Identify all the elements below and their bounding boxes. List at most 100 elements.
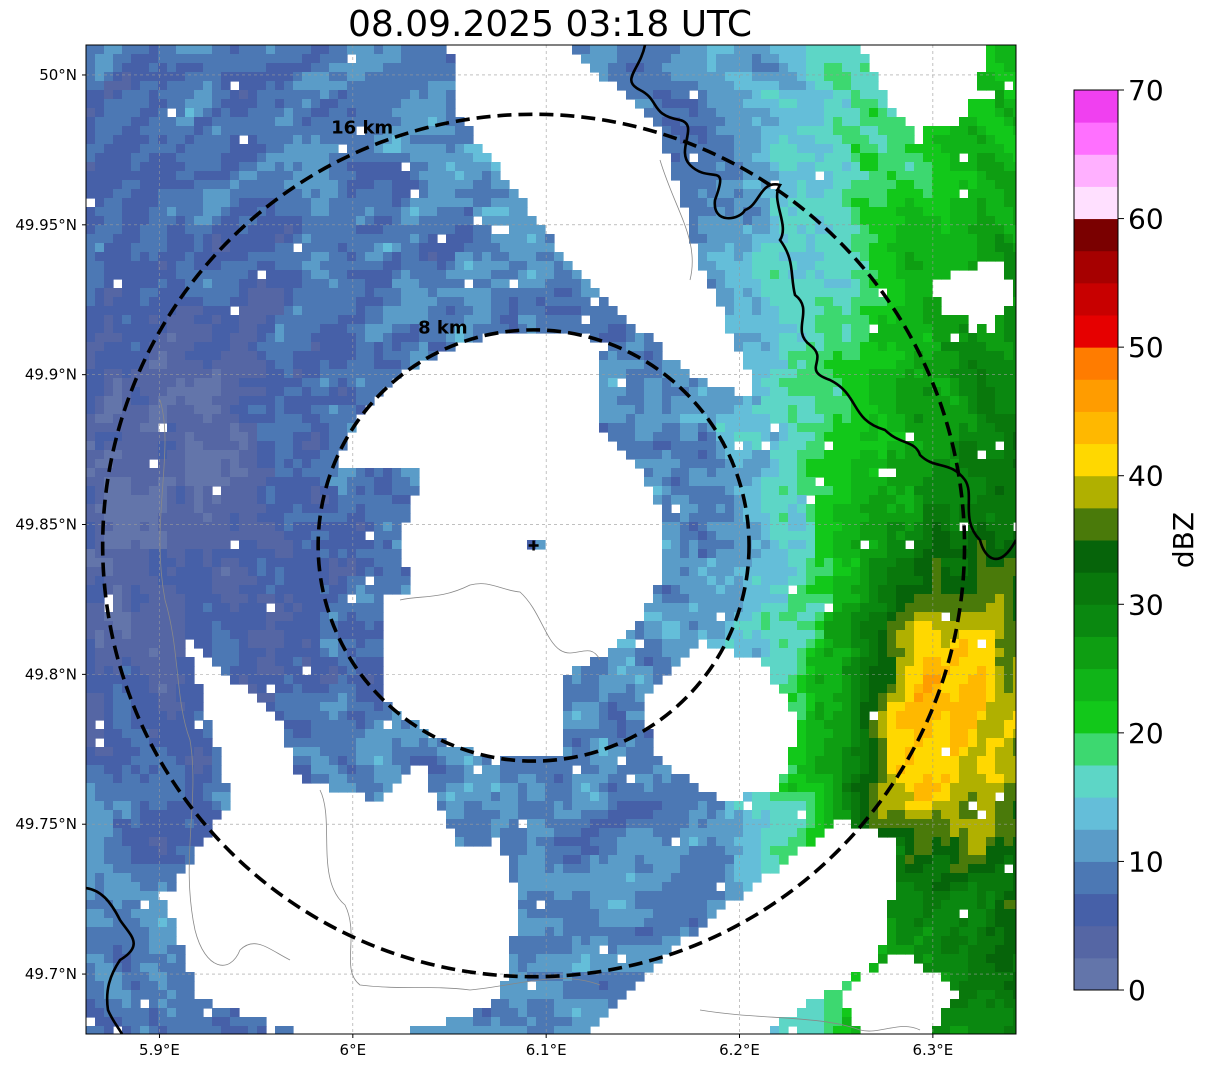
- echo-cell: [833, 351, 843, 361]
- echo-cell: [86, 81, 96, 91]
- echo-cell: [338, 495, 348, 505]
- echo-cell: [239, 459, 249, 469]
- echo-cell: [797, 207, 807, 217]
- echo-cell: [482, 216, 492, 226]
- echo-cell: [878, 180, 888, 190]
- echo-cell: [779, 126, 789, 136]
- echo-cell: [734, 153, 744, 163]
- echo-cell: [1004, 162, 1014, 172]
- echo-cell: [860, 144, 870, 154]
- echo-cell: [788, 423, 798, 433]
- echo-cell: [356, 279, 366, 289]
- echo-cell: [140, 342, 150, 352]
- echo-cell: [392, 243, 402, 253]
- echo-cell: [158, 432, 168, 442]
- echo-cell: [194, 54, 204, 64]
- echo-cell: [275, 297, 285, 307]
- echo-cell: [698, 477, 708, 487]
- echo-cell: [257, 324, 267, 334]
- echo-cell: [410, 171, 420, 181]
- echo-cell: [1013, 468, 1016, 478]
- echo-cell: [86, 45, 96, 55]
- echo-cell: [356, 234, 366, 244]
- echo-cell: [275, 405, 285, 415]
- echo-cell: [842, 207, 852, 217]
- echo-cell: [212, 459, 222, 469]
- echo-cell: [185, 234, 195, 244]
- echo-cell: [797, 135, 807, 145]
- echo-cell: [149, 315, 159, 325]
- echo-cell: [860, 423, 870, 433]
- echo-cell: [536, 279, 546, 289]
- echo-cell: [887, 180, 897, 190]
- echo-cell: [176, 99, 186, 109]
- echo-cell: [239, 558, 249, 568]
- echo-cell: [779, 234, 789, 244]
- echo-cell: [869, 99, 879, 109]
- echo-cell: [131, 288, 141, 298]
- echo-cell: [1004, 198, 1014, 208]
- echo-cell: [743, 261, 753, 271]
- echo-cell: [806, 513, 816, 523]
- echo-cell: [626, 324, 636, 334]
- echo-cell: [662, 108, 672, 118]
- echo-cell: [968, 342, 978, 352]
- echo-cell: [761, 162, 771, 172]
- echo-cell: [113, 162, 123, 172]
- echo-cell: [779, 63, 789, 73]
- echo-cell: [824, 315, 834, 325]
- echo-cell: [599, 315, 609, 325]
- echo-cell: [266, 288, 276, 298]
- echo-cell: [500, 234, 510, 244]
- echo-cell: [410, 234, 420, 244]
- echo-cell: [464, 234, 474, 244]
- echo-cell: [284, 135, 294, 145]
- echo-cell: [383, 576, 393, 586]
- echo-cell: [329, 54, 339, 64]
- echo-cell: [905, 234, 915, 244]
- echo-cell: [437, 216, 447, 226]
- echo-cell: [950, 540, 960, 550]
- echo-cell: [113, 63, 123, 73]
- echo-cell: [392, 225, 402, 235]
- echo-cell: [374, 387, 384, 397]
- echo-cell: [113, 153, 123, 163]
- echo-cell: [1013, 558, 1016, 568]
- echo-cell: [860, 198, 870, 208]
- echo-cell: [518, 207, 528, 217]
- echo-cell: [167, 81, 177, 91]
- echo-cell: [734, 486, 744, 496]
- echo-cell: [401, 126, 411, 136]
- echo-cell: [806, 477, 816, 487]
- echo-cell: [374, 477, 384, 487]
- echo-cell: [680, 414, 690, 424]
- echo-cell: [599, 378, 609, 388]
- echo-cell: [1004, 135, 1014, 145]
- echo-cell: [221, 81, 231, 91]
- echo-cell: [149, 432, 159, 442]
- echo-cell: [338, 387, 348, 397]
- echo-cell: [284, 252, 294, 262]
- echo-cell: [1004, 360, 1014, 370]
- echo-cell: [203, 468, 213, 478]
- echo-cell: [383, 180, 393, 190]
- echo-cell: [815, 180, 825, 190]
- echo-cell: [374, 594, 384, 604]
- echo-cell: [86, 468, 96, 478]
- echo-cell: [878, 396, 888, 406]
- echo-cell: [824, 504, 834, 514]
- echo-cell: [338, 414, 348, 424]
- echo-cell: [680, 450, 690, 460]
- echo-cell: [743, 414, 753, 424]
- echo-cell: [725, 135, 735, 145]
- echo-cell: [383, 54, 393, 64]
- echo-cell: [158, 495, 168, 505]
- echo-cell: [833, 270, 843, 280]
- echo-cell: [752, 207, 762, 217]
- echo-cell: [707, 207, 717, 217]
- echo-cell: [995, 396, 1005, 406]
- echo-cell: [950, 207, 960, 217]
- echo-cell: [869, 594, 879, 604]
- echo-cell: [779, 333, 789, 343]
- echo-cell: [662, 90, 672, 100]
